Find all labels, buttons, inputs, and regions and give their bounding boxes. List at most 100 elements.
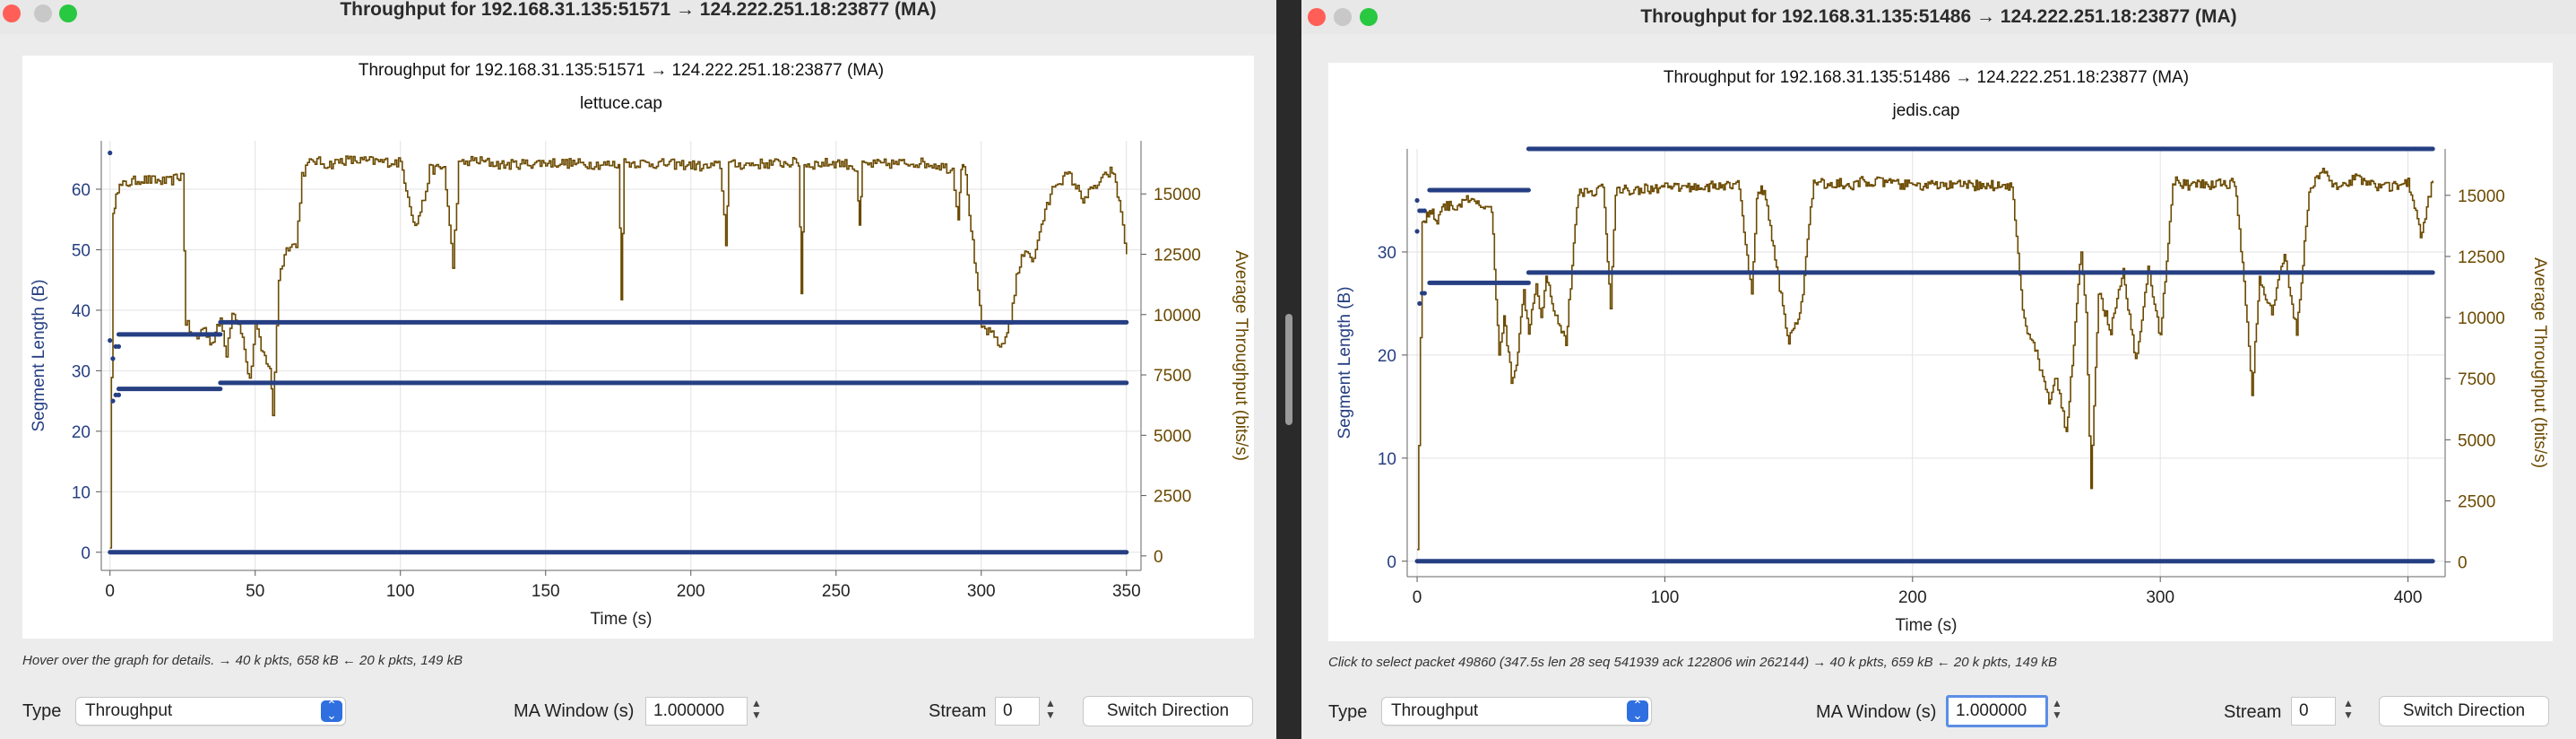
y-right-tick-label: 5000: [2458, 431, 2495, 450]
grid-lines: [101, 141, 1141, 570]
left-ma-window-stepper-icon[interactable]: ▲ ▼: [751, 697, 762, 721]
x-tick-label: 50: [246, 582, 264, 601]
y-left-tick-label: 10: [72, 483, 91, 502]
left-switch-direction-button[interactable]: Switch Direction: [1083, 696, 1253, 726]
chart-title: Throughput for 192.168.31.135:51486 → 12…: [1664, 68, 2189, 87]
left-type-select[interactable]: Throughput ⌃ ⌄: [75, 697, 346, 726]
right-window-title: Throughput for 192.168.31.135:51486 → 12…: [1640, 6, 2237, 27]
x-axis-label: Time (s): [1896, 616, 1958, 635]
close-window-button[interactable]: [3, 4, 21, 22]
y-left-axis-label: Segment Length (B): [30, 279, 48, 431]
y-left-tick-label: 20: [72, 423, 91, 442]
y-right-tick-label: 10000: [2458, 309, 2505, 328]
throughput-series-line: [1417, 168, 2433, 551]
x-tick-label: 300: [967, 582, 996, 601]
x-tick-label: 300: [2146, 588, 2174, 607]
zoom-window-button[interactable]: [1360, 8, 1378, 26]
y-right-tick-label: 0: [1154, 548, 1163, 567]
y-left-tick-label: 0: [1387, 553, 1396, 572]
left-type-label: Type: [22, 701, 62, 721]
y-right-tick-label: 2500: [2458, 493, 2495, 512]
throughput-series-line: [109, 155, 1128, 549]
x-tick-label: 400: [2394, 588, 2423, 607]
right-ma-window-value: 1.000000: [1956, 701, 2027, 720]
x-tick-label: 0: [1413, 588, 1422, 607]
left-title-bar: Throughput for 192.168.31.135:51571 → 12…: [0, 0, 1276, 34]
x-tick-label: 100: [1651, 588, 1680, 607]
right-title-bar: Throughput for 192.168.31.135:51486 → 12…: [1301, 0, 2576, 34]
y-left-tick-label: 30: [72, 362, 91, 381]
y-right-axis-label: Average Throughput (bits/s): [1232, 250, 1250, 461]
y-right-tick-label: 7500: [2458, 370, 2495, 389]
right-type-value: Throughput: [1391, 701, 1479, 720]
y-right-tick-label: 0: [2458, 554, 2468, 573]
minimize-window-button[interactable]: [34, 4, 52, 22]
right-stream-input[interactable]: 0: [2291, 697, 2336, 726]
left-window-title: Throughput for 192.168.31.135:51571 → 12…: [340, 0, 937, 20]
y-left-tick-label: 20: [1378, 347, 1396, 366]
segment-length-point: [1417, 300, 1422, 307]
right-plot-area[interactable]: Throughput for 192.168.31.135:51486 → 12…: [1328, 63, 2553, 641]
left-ma-window-label: MA Window (s): [514, 701, 635, 721]
x-tick-label: 200: [677, 582, 705, 601]
x-tick-label: 350: [1112, 582, 1141, 601]
left-chevron-updown-icon: ⌃ ⌄: [321, 699, 342, 722]
grid-lines: [1407, 149, 2445, 577]
right-switch-direction-button[interactable]: Switch Direction: [2379, 696, 2549, 726]
split-divider[interactable]: [1276, 0, 1301, 739]
y-right-tick-label: 12500: [1154, 246, 1201, 265]
left-type-value: Throughput: [85, 701, 173, 720]
x-tick-label: 0: [105, 582, 115, 601]
x-tick-label: 150: [532, 582, 560, 601]
split-handle[interactable]: [1285, 314, 1292, 425]
y-left-tick-label: 50: [72, 241, 91, 260]
y-right-tick-label: 7500: [1154, 367, 1191, 386]
right-ma-window-input[interactable]: 1.000000: [1946, 695, 2048, 727]
chart-subtitle: jedis.cap: [1892, 101, 1960, 120]
right-throughput-chart[interactable]: Throughput for 192.168.31.135:51486 → 12…: [1328, 63, 2553, 641]
y-right-tick-label: 15000: [2458, 187, 2505, 206]
left-graph-window: Throughput for 192.168.31.135:51571 → 12…: [0, 0, 1276, 739]
y-left-axis-label: Segment Length (B): [1336, 286, 1354, 439]
left-ma-window-value: 1.000000: [653, 701, 725, 720]
x-tick-label: 100: [386, 582, 415, 601]
x-tick-label: 250: [822, 582, 851, 601]
y-left-tick-label: 30: [1378, 244, 1396, 263]
left-plot-area[interactable]: Throughput for 192.168.31.135:51571 → 12…: [22, 56, 1254, 639]
right-ma-window-stepper-icon[interactable]: ▲ ▼: [2052, 697, 2062, 721]
segment-length-point: [116, 392, 122, 397]
segment-length-point: [1414, 229, 1420, 234]
left-ma-window-input[interactable]: 1.000000: [645, 697, 748, 726]
segment-length-point: [108, 338, 113, 343]
minimize-window-button[interactable]: [1334, 8, 1352, 26]
segment-length-point: [108, 150, 113, 156]
left-hint-text: Hover over the graph for details. → 40 k…: [22, 653, 463, 668]
right-chevron-updown-icon: ⌃ ⌄: [1627, 699, 1648, 722]
segment-length-point: [1414, 197, 1420, 204]
close-window-button[interactable]: [1308, 8, 1326, 26]
segment-length-point: [110, 356, 116, 361]
left-throughput-chart[interactable]: Throughput for 192.168.31.135:51571 → 12…: [22, 56, 1254, 639]
y-left-tick-label: 0: [81, 544, 91, 563]
left-stream-stepper-icon[interactable]: ▲ ▼: [1045, 697, 1056, 721]
zoom-window-button[interactable]: [59, 4, 77, 22]
y-left-tick-label: 40: [72, 302, 91, 321]
right-graph-window: Throughput for 192.168.31.135:51486 → 12…: [1301, 0, 2576, 739]
left-stream-input[interactable]: 0: [995, 697, 1040, 726]
right-stream-stepper-icon[interactable]: ▲ ▼: [2343, 697, 2354, 721]
right-stream-label: Stream: [2224, 702, 2282, 722]
y-left-tick-label: 10: [1378, 450, 1396, 469]
segment-length-point: [1422, 208, 1427, 213]
chart-title: Throughput for 192.168.31.135:51571 → 12…: [359, 61, 884, 80]
right-stream-value: 0: [2299, 701, 2309, 720]
right-hint-text: Click to select packet 49860 (347.5s len…: [1328, 655, 2057, 670]
right-type-label: Type: [1328, 702, 1368, 722]
chart-subtitle: lettuce.cap: [580, 94, 662, 113]
x-axis-label: Time (s): [591, 610, 653, 629]
segment-length-point: [110, 398, 116, 404]
right-ma-window-label: MA Window (s): [1816, 702, 1937, 722]
left-stream-label: Stream: [929, 701, 987, 721]
right-type-select[interactable]: Throughput ⌃ ⌄: [1381, 697, 1652, 726]
segment-length-point: [1422, 291, 1427, 296]
y-right-tick-label: 5000: [1154, 427, 1191, 446]
